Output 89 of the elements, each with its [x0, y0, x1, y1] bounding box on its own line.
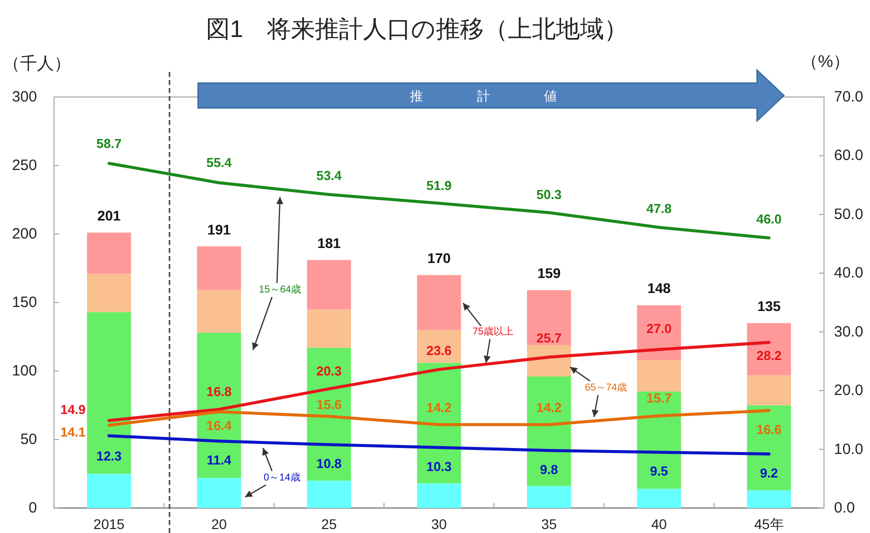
y-tick-label: 0: [28, 500, 37, 516]
y2-tick-label: 0.0: [834, 500, 855, 516]
data-label: 20.3: [316, 363, 342, 378]
bar: [307, 480, 351, 508]
y2-tick-label: 10.0: [834, 440, 864, 458]
bar: [527, 376, 571, 486]
data-label: 50.3: [536, 187, 562, 202]
data-label: 16.8: [206, 384, 232, 399]
bar: [637, 305, 681, 360]
data-label: 28.2: [756, 348, 782, 363]
data-label: 14.2: [426, 400, 452, 416]
data-label: 47.8: [646, 200, 672, 216]
data-label: 58.7: [96, 136, 122, 151]
bar: [197, 290, 241, 333]
y-tick-label: 50: [20, 431, 37, 448]
data-label: 55.4: [206, 155, 232, 170]
chart-title: 図1 将来推計人口の推移（上北地域）: [206, 16, 628, 43]
total-label: 201: [97, 208, 121, 224]
annotation: 0～14歳: [264, 472, 300, 484]
data-label: 53.4: [316, 168, 342, 183]
bar: [747, 490, 791, 508]
y2-tick-label: 40.0: [834, 264, 864, 282]
bar: [747, 323, 791, 376]
data-label: 16.6: [756, 422, 782, 438]
y-tick-label: 150: [12, 294, 37, 311]
bar: [637, 360, 681, 392]
x-tick-label: 35: [541, 516, 557, 532]
data-label: 14.2: [536, 400, 562, 416]
y2-tick-label: 20.0: [834, 382, 864, 400]
data-label: 15.7: [646, 390, 672, 406]
bar: [527, 344, 571, 376]
data-label: 27.0: [646, 320, 672, 336]
bar: [307, 309, 351, 348]
annotation: 推計値: [410, 88, 611, 104]
bar: [87, 274, 131, 312]
total-label: 135: [757, 298, 781, 314]
x-tick-label: 45年: [754, 516, 784, 532]
data-label: 10.8: [316, 456, 342, 472]
data-label: 25.7: [536, 330, 562, 346]
data-label: 9.8: [540, 462, 558, 477]
data-label: 12.3: [96, 448, 122, 464]
bar: [747, 405, 791, 490]
bar: [747, 375, 791, 406]
data-label: 14.1: [60, 424, 86, 440]
x-tick-label: 2015: [93, 516, 125, 532]
y-tick-label: 250: [12, 157, 37, 174]
x-tick-label: 25: [321, 516, 337, 532]
annotation: 75歳以上: [472, 326, 514, 338]
bar: [417, 330, 461, 363]
annotation: 65～74歳: [584, 382, 628, 394]
bar: [87, 232, 131, 274]
data-label: 9.2: [760, 465, 778, 480]
bar: [527, 486, 571, 508]
y-tick-label: 200: [12, 226, 37, 242]
y-axis-title: （千人）: [3, 54, 71, 73]
data-label: 16.4: [206, 418, 232, 434]
data-label: 51.9: [426, 178, 452, 193]
data-label: 14.9: [60, 402, 86, 418]
data-label: 9.5: [650, 464, 668, 479]
bar: [417, 483, 461, 508]
total-label: 170: [427, 250, 451, 266]
bar: [197, 246, 241, 290]
bar: [307, 260, 351, 310]
total-label: 148: [647, 280, 671, 296]
y2-tick-label: 70.0: [834, 88, 864, 106]
y2-tick-label: 60.0: [834, 147, 864, 164]
annotation: 15～64歳: [258, 284, 302, 296]
y2-tick-label: 50.0: [834, 206, 864, 223]
y-tick-label: 100: [12, 362, 37, 380]
y2-tick-label: 30.0: [834, 323, 864, 340]
bar: [417, 275, 461, 330]
x-tick-label: 20: [211, 516, 227, 532]
x-tick-label: 40: [651, 516, 667, 532]
data-label: 15.6: [316, 396, 342, 412]
data-label: 10.3: [426, 459, 452, 474]
bar: [527, 290, 571, 345]
x-tick-label: 30: [431, 516, 447, 532]
bar: [87, 312, 131, 474]
y2-axis-title: （%）: [801, 52, 850, 71]
total-label: 191: [207, 221, 231, 238]
y-tick-label: 300: [12, 88, 37, 106]
bar: [87, 474, 131, 508]
data-label: 46.0: [756, 211, 782, 226]
total-label: 181: [317, 235, 341, 252]
bar: [637, 488, 681, 508]
bar: [197, 478, 241, 508]
data-label: 11.4: [206, 452, 232, 468]
total-label: 159: [537, 265, 561, 282]
data-label: 23.6: [426, 342, 452, 358]
